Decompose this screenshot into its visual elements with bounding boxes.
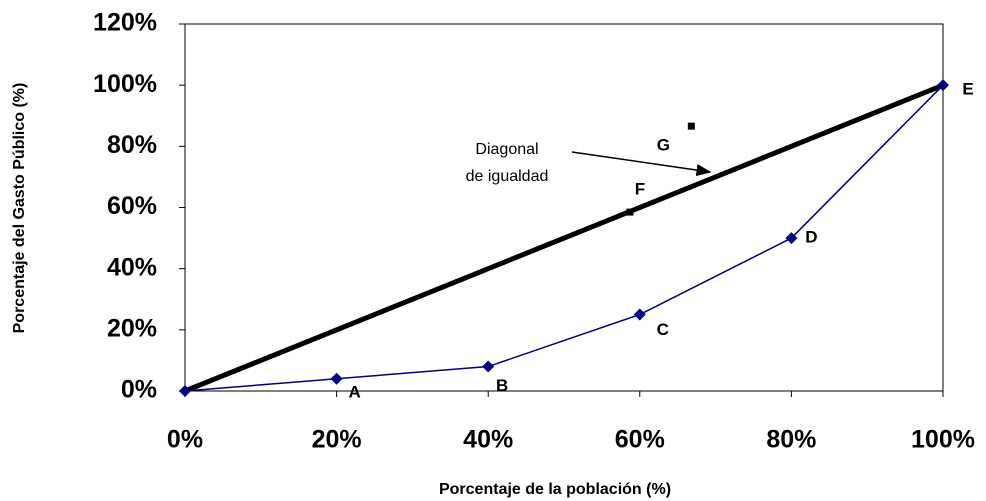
point-label: C	[657, 320, 669, 339]
point-label: A	[348, 382, 360, 401]
x-tick-label: 0%	[167, 426, 203, 454]
y-tick-label: 60%	[107, 192, 157, 220]
x-tick-label: 40%	[463, 426, 513, 454]
marker	[482, 360, 495, 373]
x-tick-label: 20%	[312, 426, 362, 454]
series-line	[184, 82, 944, 394]
y-tick-label: 40%	[107, 253, 157, 281]
x-tick-label: 60%	[615, 426, 665, 454]
point-label: E	[962, 80, 973, 99]
annotation: de igualdad	[466, 168, 549, 185]
y-tick-label: 100%	[93, 70, 157, 98]
x-tick-label: 80%	[766, 426, 816, 454]
marker	[633, 308, 646, 321]
y-axis-title: Porcentaje del Gasto Público (%)	[11, 83, 28, 334]
series-line	[184, 84, 944, 392]
marker	[179, 385, 191, 397]
x-tick-label: 100%	[911, 426, 975, 454]
marker	[937, 79, 949, 92]
y-tick-label: 80%	[107, 131, 157, 159]
point-label: B	[496, 376, 508, 395]
point-label: F	[635, 180, 645, 199]
point-label: D	[805, 228, 817, 247]
marker	[626, 208, 634, 216]
y-tick-label: 20%	[107, 314, 157, 342]
annotation-arrow	[571, 151, 712, 177]
y-tick-label: 120%	[93, 9, 157, 37]
plot-frame	[184, 23, 944, 392]
x-axis-title: Porcentaje de la población (%)	[439, 481, 671, 498]
y-tick-label: 0%	[121, 376, 157, 404]
point-label: G	[657, 136, 670, 155]
marker	[687, 122, 695, 130]
annotation: Diagonal	[475, 141, 538, 158]
marker	[330, 372, 343, 385]
marker	[785, 232, 798, 245]
